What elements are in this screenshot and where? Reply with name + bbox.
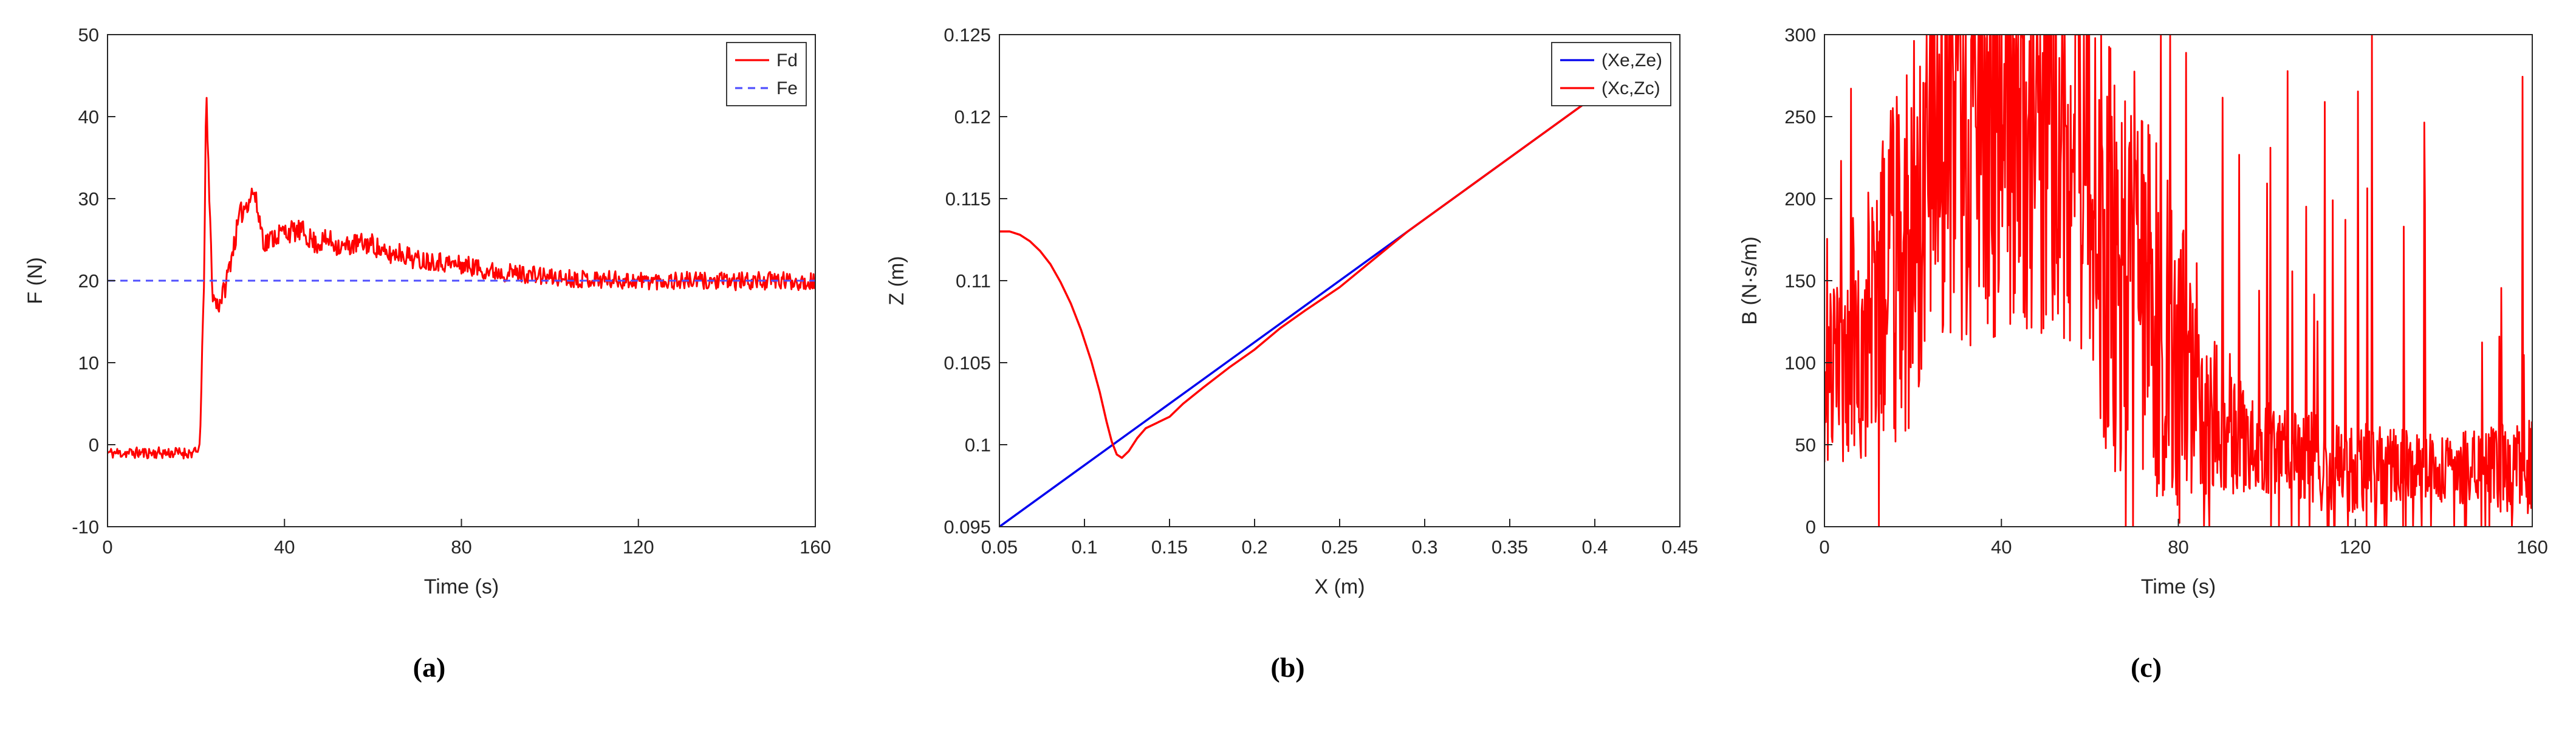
svg-text:(Xe,Ze): (Xe,Ze): [1601, 50, 1662, 70]
svg-text:0.3: 0.3: [1411, 536, 1437, 558]
svg-text:160: 160: [2516, 536, 2548, 558]
svg-text:0.105: 0.105: [944, 352, 991, 374]
svg-text:Time (s): Time (s): [2140, 575, 2215, 598]
svg-text:160: 160: [800, 536, 831, 558]
svg-text:Fd: Fd: [776, 50, 797, 70]
svg-text:10: 10: [78, 352, 98, 374]
svg-text:Z (m): Z (m): [885, 256, 908, 305]
svg-text:80: 80: [2168, 536, 2188, 558]
svg-text:0.095: 0.095: [944, 516, 991, 538]
svg-text:0.12: 0.12: [954, 106, 990, 128]
svg-text:300: 300: [1784, 24, 1816, 46]
svg-text:50: 50: [1795, 434, 1815, 456]
svg-text:0: 0: [1819, 536, 1829, 558]
svg-text:Time (s): Time (s): [423, 575, 498, 598]
svg-text:0.35: 0.35: [1491, 536, 1527, 558]
svg-text:0.115: 0.115: [945, 188, 990, 210]
svg-text:0.4: 0.4: [1581, 536, 1608, 558]
caption-a: (a): [413, 652, 446, 683]
svg-text:50: 50: [78, 24, 98, 46]
svg-text:120: 120: [622, 536, 654, 558]
svg-text:X (m): X (m): [1314, 575, 1365, 598]
caption-b: (b): [1270, 652, 1305, 683]
svg-text:0: 0: [1805, 516, 1815, 538]
svg-text:40: 40: [1991, 536, 2012, 558]
svg-text:0.125: 0.125: [944, 24, 991, 46]
svg-text:100: 100: [1784, 352, 1816, 374]
svg-text:20: 20: [78, 270, 98, 292]
svg-text:40: 40: [78, 106, 98, 128]
figure: 0 40 80 120 160 -10 0 10 20 30 40 50 Time (s) F (N) Fd…: [0, 7, 2575, 683]
svg-text:B (N·s/m): B (N·s/m): [1738, 236, 1761, 324]
panel-a: 0 40 80 120 160 -10 0 10 20 30 40 50 Time (s) F (N) Fd…: [0, 7, 858, 683]
chart-c-damping-vs-time: 0 40 80 120 160 0 50 100 150 200 250 300 Time (s) B (…: [1727, 7, 2566, 645]
svg-text:-10: -10: [72, 516, 99, 538]
svg-text:F (N): F (N): [24, 257, 47, 304]
svg-text:0.1: 0.1: [964, 434, 990, 456]
svg-text:0: 0: [102, 536, 112, 558]
panel-b: 0.05 0.1 0.15 0.2 0.25 0.3 0.35 0.4 0.45 0.095 0.1…: [858, 7, 1717, 683]
svg-text:0.25: 0.25: [1321, 536, 1357, 558]
svg-text:0: 0: [88, 434, 98, 456]
svg-text:120: 120: [2339, 536, 2371, 558]
svg-text:Fe: Fe: [776, 78, 797, 98]
svg-text:0.1: 0.1: [1071, 536, 1097, 558]
svg-text:0.45: 0.45: [1661, 536, 1697, 558]
svg-text:0.2: 0.2: [1241, 536, 1267, 558]
svg-text:0.05: 0.05: [981, 536, 1017, 558]
svg-text:30: 30: [78, 188, 98, 210]
chart-b-trajectory: 0.05 0.1 0.15 0.2 0.25 0.3 0.35 0.4 0.45 0.095 0.1…: [868, 7, 1707, 645]
panel-c: 0 40 80 120 160 0 50 100 150 200 250 300 Time (s) B (…: [1717, 7, 2575, 683]
svg-text:0.11: 0.11: [955, 270, 990, 292]
svg-text:150: 150: [1784, 270, 1816, 292]
svg-text:0.15: 0.15: [1151, 536, 1187, 558]
svg-text:40: 40: [274, 536, 295, 558]
caption-c: (c): [2130, 652, 2162, 683]
svg-text:(Xc,Zc): (Xc,Zc): [1601, 78, 1660, 98]
svg-text:200: 200: [1784, 188, 1816, 210]
svg-text:80: 80: [451, 536, 471, 558]
svg-text:250: 250: [1784, 106, 1816, 128]
